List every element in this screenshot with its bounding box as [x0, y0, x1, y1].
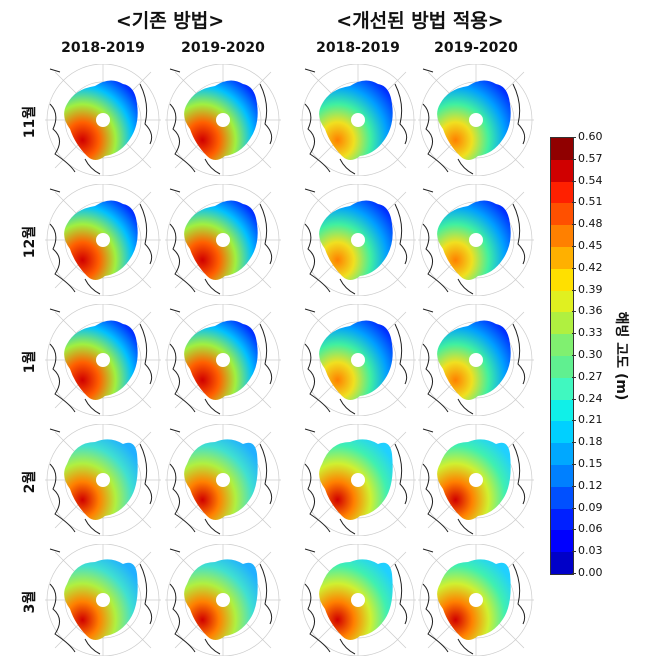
colorbar-tick: 0.45	[572, 239, 603, 252]
colorbar-tick: 0.30	[572, 348, 603, 361]
row-label: 12월	[22, 225, 38, 259]
sea-ice-freeboard-map	[300, 63, 416, 177]
sea-ice-freeboard-map	[45, 183, 161, 297]
colorbar-tick: 0.12	[572, 478, 603, 492]
sea-ice-freeboard-map	[300, 423, 416, 537]
sea-ice-freeboard-map	[165, 63, 281, 177]
sea-ice-freeboard-map	[418, 423, 534, 537]
sea-ice-freeboard-map	[165, 423, 281, 537]
header-original-method: <기존 방법>	[115, 10, 225, 32]
sea-ice-freeboard-map	[418, 303, 534, 417]
colorbar-band	[551, 312, 573, 335]
colorbar-tick: 0.15	[572, 457, 603, 470]
colorbar-tick: 0.18	[572, 435, 603, 449]
sea-ice-freeboard-map	[418, 183, 534, 297]
colorbar-band	[551, 399, 573, 422]
sea-ice-freeboard-map	[418, 543, 534, 657]
colorbar-tick: 0.54	[572, 173, 603, 187]
sea-ice-freeboard-map	[418, 63, 534, 177]
colorbar-band	[551, 356, 573, 378]
colorbar-band	[551, 159, 573, 182]
colorbar-tick: 0.42	[572, 260, 603, 274]
colorbar-band	[551, 465, 573, 487]
colorbar-band	[551, 421, 573, 444]
sea-ice-freeboard-map	[165, 543, 281, 657]
column-header: 2018-2019	[316, 40, 400, 56]
colorbar-band	[551, 377, 573, 400]
colorbar-band	[551, 138, 573, 160]
header-improved-method: <개선된 방법 적용>	[336, 10, 504, 32]
colorbar-band	[551, 486, 573, 509]
sea-ice-freeboard-map	[165, 183, 281, 297]
column-header: 2018-2019	[61, 40, 145, 56]
colorbar-label: 해빙 고도 (m)	[613, 311, 629, 401]
colorbar-band	[551, 530, 573, 553]
colorbar-band	[551, 247, 573, 269]
colorbar-tick: 0.09	[572, 500, 603, 514]
colorbar-tick: 0.36	[572, 304, 603, 318]
sea-ice-freeboard-map	[45, 543, 161, 657]
colorbar-tick: 0.60	[572, 130, 603, 143]
row-label: 1월	[22, 350, 38, 374]
sea-ice-freeboard-map	[165, 303, 281, 417]
colorbar-band	[551, 268, 573, 291]
colorbar	[550, 137, 574, 575]
sea-ice-freeboard-map	[45, 303, 161, 417]
colorbar-tick: 0.03	[572, 544, 603, 558]
colorbar-tick: 0.24	[572, 391, 603, 405]
colorbar-tick: 0.21	[572, 413, 603, 427]
colorbar-tick: 0.33	[572, 326, 603, 340]
colorbar-tick: 0.51	[572, 195, 603, 209]
colorbar-band	[551, 181, 573, 204]
row-label: 3월	[22, 590, 38, 614]
sea-ice-freeboard-map	[45, 423, 161, 537]
sea-ice-freeboard-map	[300, 543, 416, 657]
sea-ice-freeboard-map	[300, 303, 416, 417]
colorbar-tick: 0.39	[572, 282, 603, 296]
colorbar-band	[551, 552, 573, 574]
colorbar-tick: 0.06	[572, 522, 603, 536]
colorbar-tick: 0.57	[572, 151, 603, 165]
colorbar-band	[551, 443, 573, 466]
column-header: 2019-2020	[434, 40, 518, 56]
colorbar-band	[551, 508, 573, 531]
row-label: 11월	[22, 105, 38, 139]
colorbar-tick: 0.27	[572, 369, 603, 383]
colorbar-band	[551, 225, 573, 248]
colorbar-band	[551, 290, 573, 313]
sea-ice-freeboard-map	[300, 183, 416, 297]
column-header: 2019-2020	[181, 40, 265, 56]
colorbar-tick: 0.48	[572, 217, 603, 231]
sea-ice-freeboard-map	[45, 63, 161, 177]
row-label: 2월	[22, 470, 38, 494]
colorbar-band	[551, 334, 573, 357]
colorbar-tick: 0.00	[572, 566, 603, 579]
colorbar-band	[551, 203, 573, 226]
